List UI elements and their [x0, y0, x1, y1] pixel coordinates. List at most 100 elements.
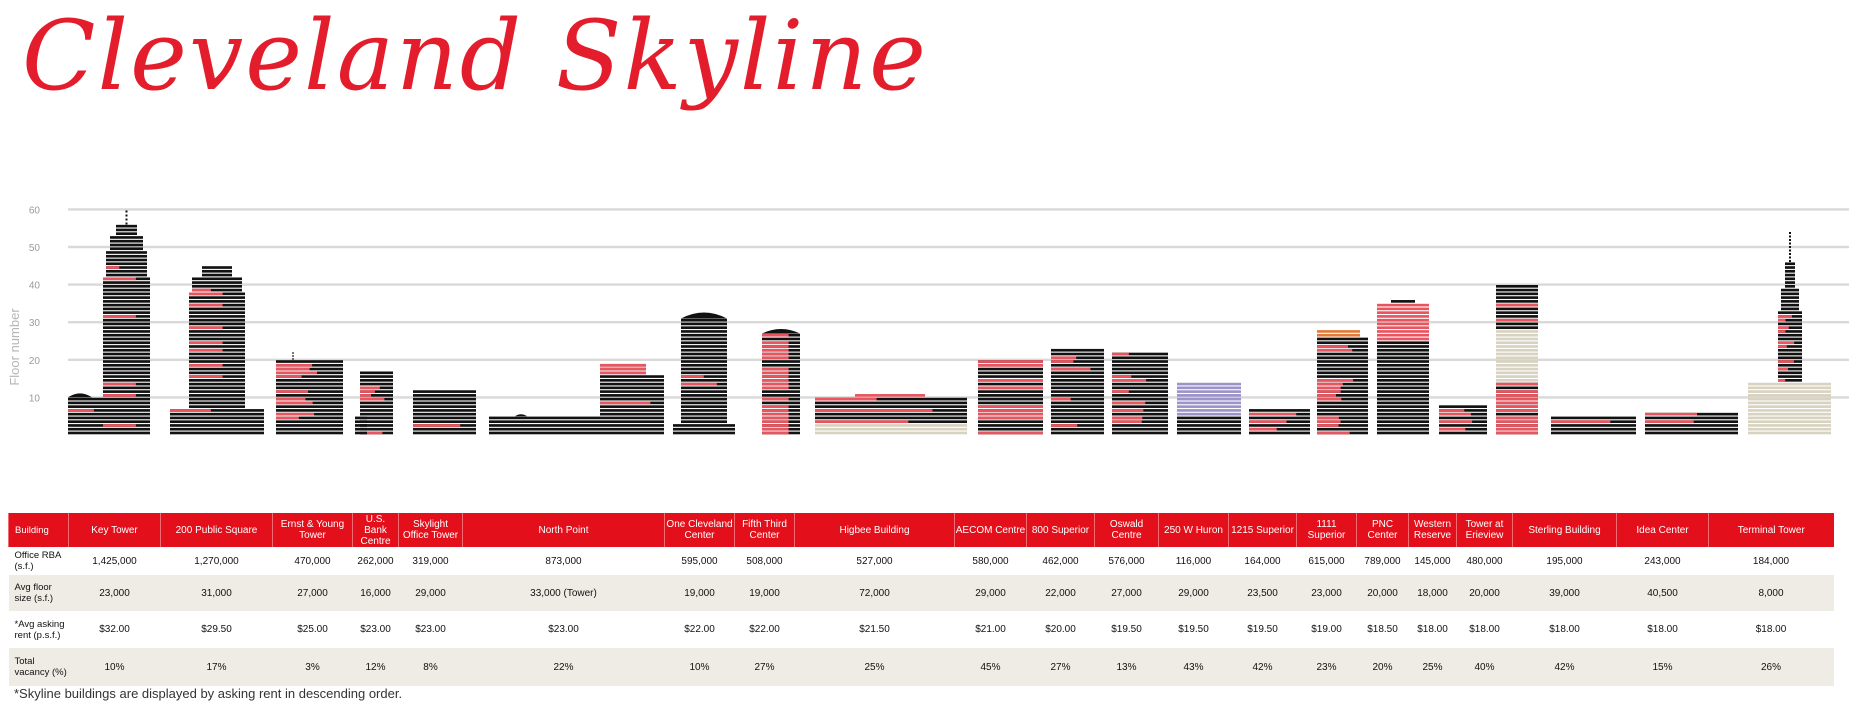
floor-band	[1551, 416, 1636, 420]
floor-band	[1051, 416, 1104, 420]
footnote: *Skyline buildings are displayed by aski…	[14, 686, 403, 701]
floor-band	[681, 363, 727, 367]
floor-band	[489, 431, 600, 435]
data-table: Building Key Tower 200 Public Square Ernst…	[8, 513, 1834, 686]
floor-band	[276, 390, 343, 393]
floor-band	[600, 431, 664, 435]
floor-band	[189, 318, 245, 322]
floor-band	[68, 431, 103, 435]
vacant-floor-band	[978, 405, 1043, 408]
floor-band	[192, 285, 242, 288]
dome-roof	[681, 312, 727, 319]
table-cell: $19.50	[1094, 611, 1159, 648]
floor-band	[103, 367, 150, 371]
floor-band	[103, 307, 150, 311]
floor-band	[1377, 424, 1429, 427]
floor-band	[1112, 412, 1168, 416]
table-cell: 8,000	[1708, 575, 1834, 611]
floor-band	[355, 416, 367, 420]
floor-band	[1496, 341, 1538, 345]
table-cell: $29.50	[160, 611, 273, 648]
floor-band	[1112, 352, 1168, 356]
floor-band	[1051, 371, 1104, 375]
floor-band	[673, 427, 735, 431]
table-cell: 319,000	[398, 547, 463, 575]
vacant-floor-band	[1645, 412, 1698, 416]
floor-band	[1377, 363, 1429, 367]
vacant-floor-band	[189, 375, 223, 378]
table-cell: 470,000	[272, 547, 353, 575]
vacant-floor-band	[1439, 409, 1465, 412]
floor-band	[978, 394, 1043, 397]
floor-band	[1317, 333, 1360, 337]
vacant-floor-band	[192, 288, 211, 292]
floor-band	[1377, 382, 1429, 386]
vacant-floor-band	[762, 341, 789, 345]
floor-band	[681, 412, 727, 416]
floor-band	[1112, 382, 1168, 386]
floor-band	[1377, 326, 1429, 330]
table-cell: 27%	[734, 648, 795, 686]
vacant-floor-band	[103, 277, 136, 281]
floor-band	[413, 420, 476, 424]
header-cell: One Cleveland Center	[664, 513, 735, 547]
floor-band	[189, 386, 245, 390]
floor-band	[276, 382, 343, 386]
vacant-floor-band	[189, 341, 223, 345]
floor-band	[1496, 360, 1538, 363]
floor-band	[189, 333, 245, 337]
vacant-floor-band	[1496, 397, 1538, 401]
vacant-floor-band	[762, 412, 789, 416]
floor-band	[1645, 424, 1738, 427]
floor-band	[103, 337, 150, 341]
floor-band	[1496, 326, 1538, 330]
floor-band	[1249, 416, 1310, 420]
floor-band	[815, 431, 967, 435]
vacant-floor-band	[1317, 416, 1339, 420]
floor-band	[1496, 300, 1538, 303]
floor-band	[68, 412, 103, 416]
table-cell: 26%	[1708, 648, 1834, 686]
floor-band	[116, 224, 137, 228]
vacant-floor-band	[1551, 420, 1611, 424]
floor-band	[103, 345, 150, 348]
floor-band	[1177, 394, 1241, 397]
table-cell: 1,270,000	[160, 547, 273, 575]
vacant-floor-band	[978, 379, 1043, 382]
floor-band	[1439, 424, 1487, 427]
floor-band	[1496, 288, 1538, 292]
table-cell: 43%	[1158, 648, 1229, 686]
floor-band	[103, 371, 150, 375]
floor-band	[681, 405, 727, 408]
table-cell: 20,000	[1356, 575, 1409, 611]
table-cell: 8%	[398, 648, 463, 686]
floor-band	[202, 269, 232, 273]
floor-band	[110, 243, 143, 247]
floor-band	[1377, 356, 1429, 360]
floor-band	[1377, 375, 1429, 378]
table-cell: $19.50	[1158, 611, 1229, 648]
floor-band	[360, 420, 393, 424]
floor-band	[1317, 360, 1368, 363]
table-cell: 184,000	[1708, 547, 1834, 575]
floor-band	[1748, 401, 1831, 405]
floor-band	[1377, 303, 1429, 307]
floor-band	[103, 416, 150, 420]
floor-band	[1051, 352, 1104, 356]
floor-band	[103, 296, 150, 299]
vacant-floor-band	[1496, 382, 1538, 386]
floor-band	[1112, 360, 1168, 363]
floor-band	[681, 420, 727, 424]
floor-band	[1377, 401, 1429, 405]
vacant-floor-band	[1317, 397, 1342, 401]
floor-band	[103, 405, 150, 408]
floor-band	[673, 431, 735, 435]
floor-band	[1377, 386, 1429, 390]
floor-band	[68, 416, 103, 420]
table-cell: 42%	[1228, 648, 1297, 686]
header-row: Building Key Tower 200 Public Square Ernst…	[8, 513, 1834, 547]
floor-band	[276, 360, 343, 363]
floor-band	[103, 360, 150, 363]
floor-band	[681, 318, 727, 322]
floor-band	[1377, 341, 1429, 345]
